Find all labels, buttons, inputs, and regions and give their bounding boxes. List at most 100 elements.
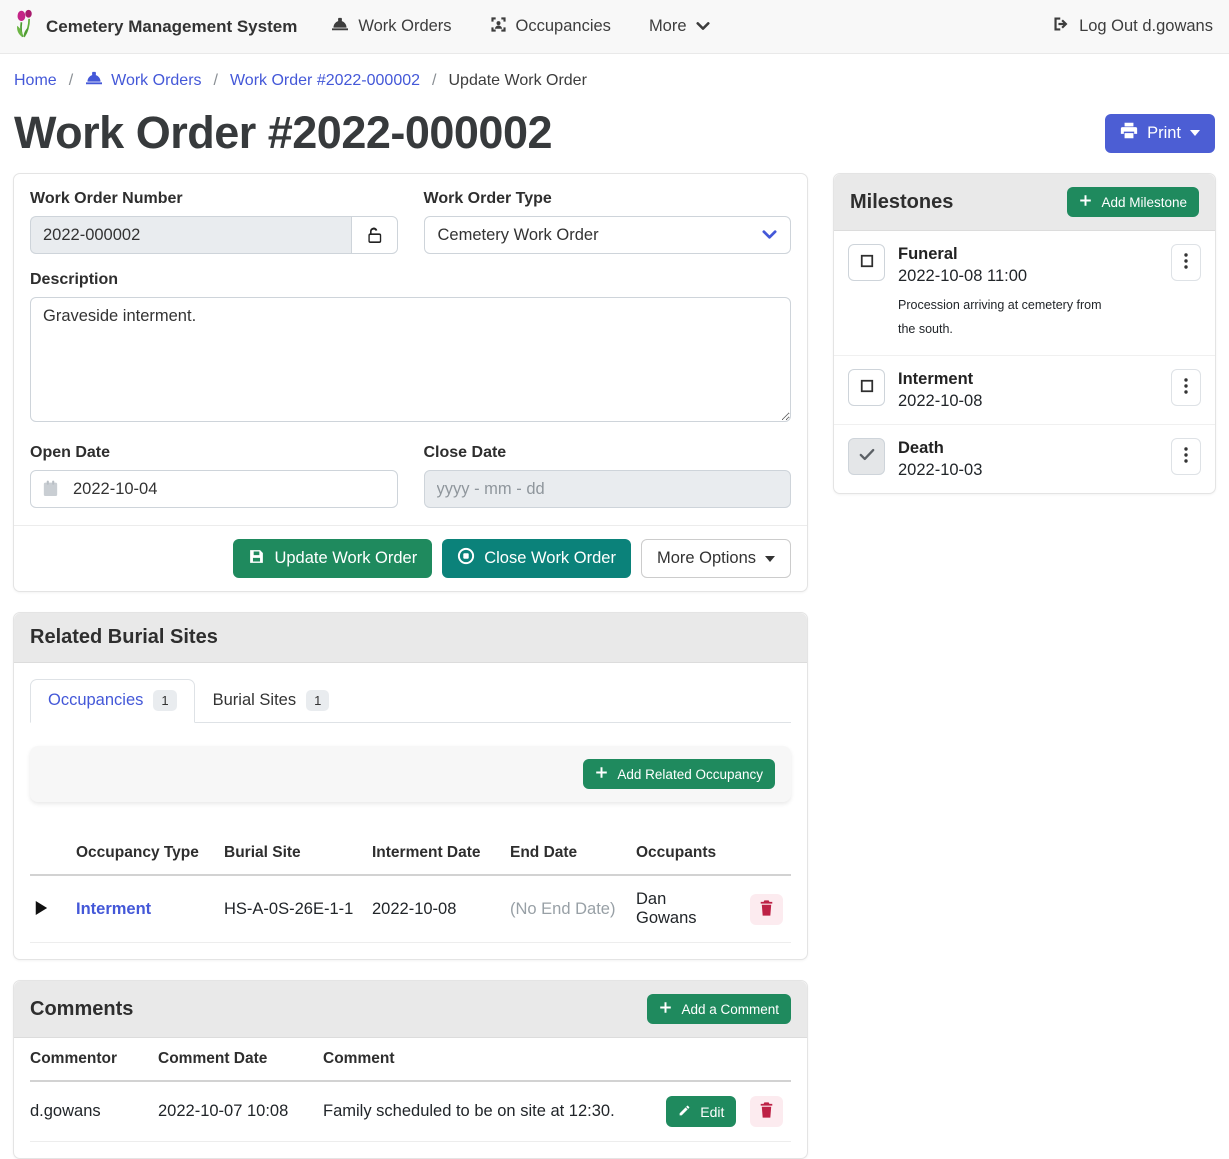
tab-burial-sites-label: Burial Sites <box>212 691 297 709</box>
close-work-order-label: Close Work Order <box>484 549 616 567</box>
open-date-label: Open Date <box>30 444 111 461</box>
comment-date-cell: 2022-10-07 10:08 <box>158 1081 323 1142</box>
nav-occupancies[interactable]: Occupancies <box>490 16 611 38</box>
print-label: Print <box>1147 123 1181 142</box>
close-date-label: Close Date <box>423 444 507 461</box>
milestone-checkbox-checked[interactable] <box>848 437 885 475</box>
occupancies-table: Occupancy Type Burial Site Interment Dat… <box>30 836 791 943</box>
plus-icon <box>595 766 608 782</box>
breadcrumb-work-orders[interactable]: Work Orders <box>85 70 202 91</box>
delete-comment-button[interactable] <box>750 1096 783 1127</box>
unlock-icon <box>350 216 398 254</box>
plus-icon <box>1079 194 1092 210</box>
col-occupancy-type: Occupancy Type <box>76 836 224 876</box>
trash-icon <box>760 899 773 919</box>
kebab-menu-icon <box>1184 446 1188 466</box>
printer-icon <box>1120 122 1138 144</box>
breadcrumb: Home / Work Orders / Work Order #2022-00… <box>0 54 1229 101</box>
milestone-menu-button[interactable] <box>1171 244 1201 281</box>
stop-circle-icon <box>457 547 475 570</box>
plus-icon <box>659 1001 672 1017</box>
close-work-order-button[interactable]: Close Work Order <box>442 539 631 578</box>
milestone-item-interment: Interment 2022-10-08 <box>834 354 1215 424</box>
chevron-down-icon <box>762 226 777 245</box>
comments-card: Comments Add a Comment Commentor <box>13 980 808 1159</box>
description-textarea[interactable]: Graveside interment. <box>30 297 791 422</box>
burial-site-cell: HS-A-0S-26E-1-1 <box>224 875 372 943</box>
more-options-button[interactable]: More Options <box>640 539 791 578</box>
description-label: Description <box>30 271 119 288</box>
open-date-input[interactable] <box>30 470 398 508</box>
caret-down-icon <box>1190 130 1200 136</box>
add-comment-label: Add a Comment <box>681 1001 779 1017</box>
brand-home-link[interactable]: Cemetery Management System <box>12 9 297 44</box>
update-work-order-button[interactable]: Update Work Order <box>233 539 433 578</box>
comments-title: Comments <box>30 997 134 1020</box>
nav-work-orders[interactable]: Work Orders <box>331 16 452 37</box>
comments-table: Commentor Comment Date Comment d.gowans … <box>30 1042 791 1142</box>
person-bounding-box-icon <box>490 16 507 38</box>
breadcrumb-home[interactable]: Home <box>14 71 57 89</box>
milestone-description: Procession arriving at cemetery from the… <box>898 298 1102 336</box>
milestone-title: Death <box>898 438 944 457</box>
tab-occupancies[interactable]: Occupancies 1 <box>30 679 195 723</box>
tab-occupancies-label: Occupancies <box>48 691 144 709</box>
milestone-menu-button[interactable] <box>1171 368 1201 406</box>
work-order-form-card: Work Order Number Work Order Type Cemete… <box>13 173 808 592</box>
milestone-item-funeral: Funeral 2022-10-08 11:00 Procession arri… <box>834 231 1215 355</box>
edit-comment-button[interactable]: Edit <box>666 1096 737 1127</box>
tab-burial-sites-badge: 1 <box>306 690 330 711</box>
expand-row-button[interactable] <box>30 898 52 921</box>
more-options-label: More Options <box>656 549 756 567</box>
delete-occupancy-button[interactable] <box>750 893 783 925</box>
work-order-type-label: Work Order Type <box>423 190 552 207</box>
nav-more[interactable]: More <box>649 17 710 36</box>
top-navbar: Cemetery Management System Work Orders <box>0 0 1229 54</box>
col-occupants: Occupants <box>636 836 735 876</box>
kebab-menu-icon <box>1184 253 1188 272</box>
add-milestone-button[interactable]: Add Milestone <box>1067 187 1199 217</box>
add-comment-button[interactable]: Add a Comment <box>647 994 791 1024</box>
chevron-down-icon <box>695 17 710 36</box>
work-order-number-input <box>30 216 351 254</box>
caret-down-icon <box>765 555 775 562</box>
play-icon <box>34 900 48 919</box>
trash-icon <box>760 1102 773 1121</box>
check-icon <box>859 448 875 464</box>
update-work-order-label: Update Work Order <box>274 549 418 567</box>
breadcrumb-work-order-number[interactable]: Work Order #2022-000002 <box>229 71 421 89</box>
pencil-icon <box>678 1104 691 1120</box>
nav-work-orders-label: Work Orders <box>358 17 452 35</box>
app-title: Cemetery Management System <box>46 16 298 36</box>
log-out-icon <box>1052 16 1070 37</box>
milestone-checkbox[interactable] <box>848 368 885 406</box>
hard-hat-icon <box>85 70 103 91</box>
work-order-type-select[interactable]: Cemetery Work Order <box>423 216 791 254</box>
milestone-menu-button[interactable] <box>1171 437 1201 475</box>
milestone-date: 2022-10-08 11:00 <box>898 267 1028 285</box>
col-interment-date: Interment Date <box>372 836 510 876</box>
square-icon <box>860 254 874 271</box>
print-button[interactable]: Print <box>1105 113 1215 153</box>
tab-burial-sites[interactable]: Burial Sites 1 <box>195 679 348 723</box>
hard-hat-icon <box>331 16 349 37</box>
tulips-icon <box>12 9 36 44</box>
milestones-title: Milestones <box>850 190 954 213</box>
col-burial-site: Burial Site <box>224 836 372 876</box>
nav-more-label: More <box>648 17 687 35</box>
milestone-checkbox[interactable] <box>848 244 885 281</box>
related-burial-sites-title: Related Burial Sites <box>30 626 218 648</box>
breadcrumb-work-orders-label: Work Orders <box>111 71 202 89</box>
milestone-item-death: Death 2022-10-03 <box>834 423 1215 493</box>
occupancy-type-link[interactable]: Interment <box>76 899 152 918</box>
page-title: Work Order #2022-000002 <box>14 107 553 158</box>
occupancies-toolbar: Add Related Occupancy <box>30 746 791 802</box>
logout-button[interactable]: Log Out d.gowans <box>1052 16 1213 37</box>
square-icon <box>860 379 874 396</box>
milestone-date: 2022-10-08 <box>898 391 983 410</box>
logout-label: Log Out d.gowans <box>1079 17 1213 35</box>
commentor-cell: d.gowans <box>30 1081 158 1142</box>
add-related-occupancy-button[interactable]: Add Related Occupancy <box>583 759 775 789</box>
close-date-input <box>423 470 791 508</box>
milestone-date: 2022-10-03 <box>898 460 983 479</box>
